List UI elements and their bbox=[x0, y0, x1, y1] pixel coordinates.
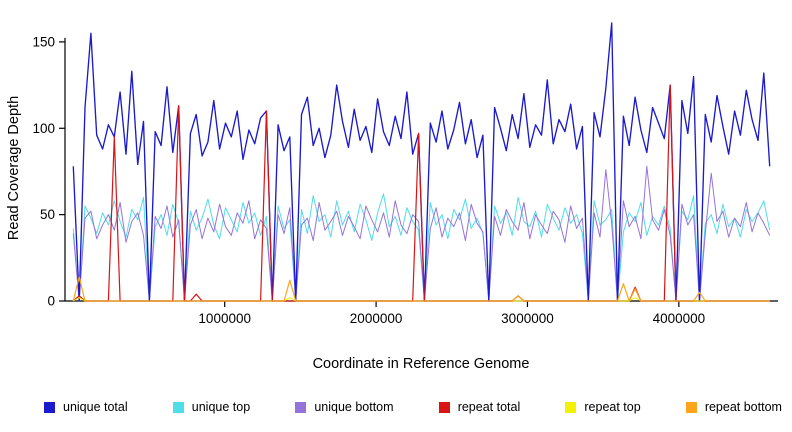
unique-top-swatch-icon bbox=[172, 401, 184, 413]
legend-item-unique-top: unique top bbox=[172, 400, 251, 414]
chart-legend: unique total unique top unique bottom re… bbox=[44, 400, 782, 414]
x-axis-title: Coordinate in Reference Genome bbox=[312, 356, 530, 372]
legend-item-unique-bottom: unique bottom bbox=[295, 400, 394, 414]
y-tick-label: 50 bbox=[40, 207, 55, 222]
legend-item-repeat-total: repeat total bbox=[438, 400, 521, 414]
legend-item-repeat-top: repeat top bbox=[565, 400, 641, 414]
repeat-total-swatch-icon bbox=[438, 401, 450, 413]
coverage-plot-canvas: 1000000 2000000 3000000 4000000 0 50 100 150 bbox=[32, 22, 778, 326]
y-tick-label: 150 bbox=[32, 34, 55, 49]
unique-bottom-swatch-icon bbox=[295, 401, 307, 413]
x-tick-label: 4000000 bbox=[653, 311, 706, 326]
legend-label: unique total bbox=[63, 400, 128, 414]
legend-label: unique bottom bbox=[314, 400, 394, 414]
y-tick-label: 100 bbox=[32, 121, 55, 136]
legend-label: repeat total bbox=[457, 400, 521, 414]
repeat-bottom-swatch-icon bbox=[685, 401, 697, 413]
x-tick-label: 2000000 bbox=[350, 311, 403, 326]
y-tick-label: 0 bbox=[47, 294, 55, 309]
repeat-top-swatch-icon bbox=[565, 401, 577, 413]
unique-total-swatch-icon bbox=[44, 401, 55, 413]
x-tick-label: 1000000 bbox=[198, 311, 251, 326]
series-line-unique-bottom bbox=[72, 165, 771, 302]
legend-item-unique-total: unique total bbox=[44, 400, 128, 414]
legend-label: repeat top bbox=[584, 400, 641, 414]
series-line-repeat-bottom bbox=[72, 276, 770, 302]
legend-label: repeat bottom bbox=[704, 400, 782, 414]
legend-label: unique top bbox=[191, 400, 251, 414]
legend-item-repeat-bottom: repeat bottom bbox=[685, 400, 782, 414]
y-axis-title: Read Coverage Depth bbox=[6, 95, 22, 241]
x-tick-label: 3000000 bbox=[501, 311, 554, 326]
